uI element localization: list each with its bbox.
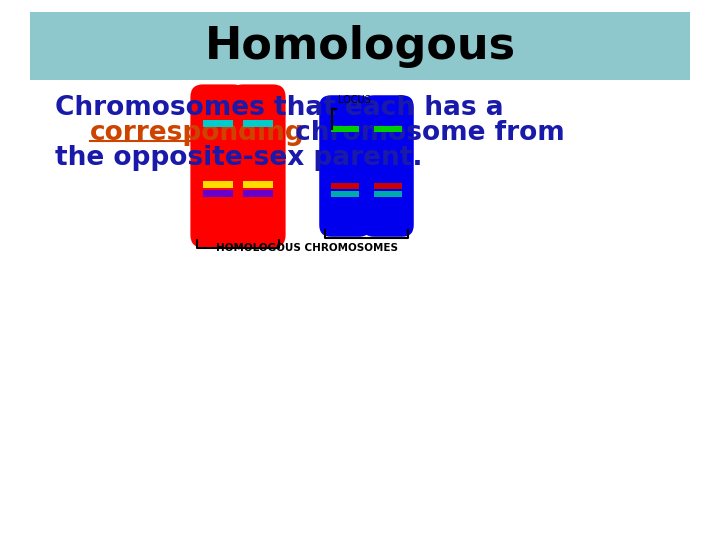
FancyBboxPatch shape bbox=[190, 84, 246, 248]
Text: LOCUS: LOCUS bbox=[338, 95, 371, 105]
Text: Homologous: Homologous bbox=[204, 24, 516, 68]
Bar bbox=[243, 120, 273, 127]
FancyBboxPatch shape bbox=[319, 95, 371, 237]
Bar bbox=[331, 183, 359, 189]
Text: chromosome from: chromosome from bbox=[286, 120, 564, 146]
Text: the opposite-sex parent.: the opposite-sex parent. bbox=[55, 145, 423, 171]
Text: Chromosomes that each has a: Chromosomes that each has a bbox=[55, 95, 503, 121]
Text: corresponding: corresponding bbox=[90, 120, 305, 146]
Bar bbox=[331, 126, 359, 132]
Text: HOMOLOGOUS CHROMOSOMES: HOMOLOGOUS CHROMOSOMES bbox=[217, 243, 398, 253]
Bar bbox=[203, 190, 233, 197]
Bar bbox=[203, 181, 233, 188]
Bar bbox=[243, 181, 273, 188]
Bar bbox=[374, 191, 402, 197]
Bar bbox=[374, 183, 402, 189]
Bar bbox=[374, 126, 402, 132]
Bar bbox=[243, 190, 273, 197]
FancyBboxPatch shape bbox=[230, 84, 286, 248]
Bar bbox=[203, 120, 233, 127]
FancyBboxPatch shape bbox=[362, 95, 414, 237]
Bar bbox=[331, 191, 359, 197]
FancyBboxPatch shape bbox=[30, 12, 690, 80]
